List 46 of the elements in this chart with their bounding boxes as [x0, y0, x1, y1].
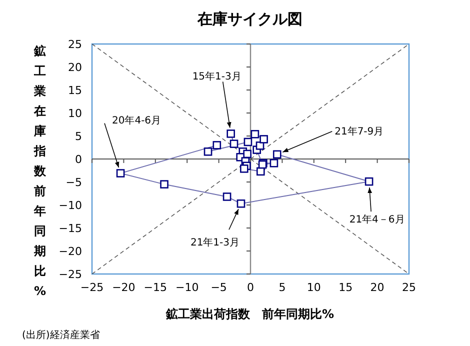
x-tick-label: −15 [144, 281, 168, 294]
chart-title: 在庫サイクル図 [196, 10, 302, 28]
text: 鉱工業在庫指数前年同期比% [34, 44, 46, 298]
x-tick-label: 20 [370, 281, 384, 294]
point [364, 177, 374, 186]
y-tick-label: −15 [58, 222, 82, 235]
annotation: 21年7-9月 [334, 125, 384, 138]
point [244, 138, 252, 146]
annotation: 21年4－6月 [349, 214, 405, 226]
point [260, 135, 268, 144]
point [226, 130, 235, 138]
y-tick-label: 5 [75, 130, 82, 143]
annotation: 15年1-3月 [192, 70, 242, 83]
y-tick-label: 25 [68, 38, 82, 51]
y-tick-label: 10 [68, 107, 82, 120]
y-tick-label: −25 [58, 268, 82, 281]
point [160, 180, 168, 188]
x-tick-label: 0 [247, 281, 254, 294]
point [236, 199, 246, 208]
point [204, 147, 212, 156]
y-tick-label: 20 [68, 61, 82, 74]
text: (出所)経済産業省 [22, 329, 100, 341]
point [272, 150, 282, 159]
x-tick-label: 5 [278, 281, 286, 294]
point [270, 158, 278, 168]
x-axis-title: 鉱工業出荷指数 前年同期比% [164, 307, 334, 321]
x-tick-label: −10 [175, 281, 199, 294]
y-tick-label: −5 [66, 176, 82, 189]
x-tick-label: −5 [210, 281, 227, 294]
x-tick-label: 15 [338, 281, 353, 294]
x-tick-label: 10 [306, 281, 321, 294]
y-tick-label: 0 [75, 153, 82, 166]
point [116, 169, 125, 178]
point [222, 192, 232, 201]
y-tick-label: −10 [58, 199, 82, 212]
point [240, 164, 248, 173]
y-tick-label: −20 [58, 245, 82, 258]
point [230, 140, 238, 148]
y-tick-label: 15 [68, 84, 82, 97]
x-tick-label: −20 [112, 281, 136, 294]
x-tick-label: 25 [402, 281, 416, 294]
annotation: 21年1-3月 [190, 236, 240, 249]
annotation: 20年4-6月 [112, 114, 162, 126]
point [212, 141, 222, 150]
point [256, 167, 265, 176]
point [250, 130, 260, 138]
